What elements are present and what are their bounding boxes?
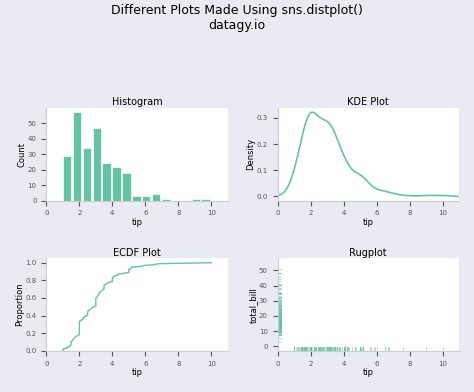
- Bar: [73, 113, 81, 201]
- Bar: [122, 173, 131, 201]
- Bar: [92, 128, 101, 201]
- Bar: [102, 163, 111, 201]
- X-axis label: tip: tip: [363, 218, 374, 227]
- Y-axis label: total_bill: total_bill: [248, 287, 257, 323]
- Title: Rugplot: Rugplot: [349, 247, 387, 258]
- Bar: [191, 199, 200, 201]
- Bar: [82, 148, 91, 201]
- Bar: [152, 194, 160, 201]
- Y-axis label: Count: Count: [17, 142, 26, 167]
- X-axis label: tip: tip: [132, 218, 143, 227]
- Bar: [142, 196, 150, 201]
- Title: KDE Plot: KDE Plot: [347, 97, 389, 107]
- Bar: [201, 199, 210, 201]
- Y-axis label: Density: Density: [246, 138, 255, 171]
- Text: Different Plots Made Using sns.distplot()
datagy.io: Different Plots Made Using sns.distplot(…: [111, 4, 363, 32]
- X-axis label: tip: tip: [363, 368, 374, 377]
- Bar: [162, 199, 170, 201]
- Title: Histogram: Histogram: [112, 97, 163, 107]
- Bar: [132, 196, 141, 201]
- Bar: [63, 156, 71, 201]
- Y-axis label: Proportion: Proportion: [15, 283, 24, 327]
- X-axis label: tip: tip: [132, 368, 143, 377]
- Title: ECDF Plot: ECDF Plot: [113, 247, 161, 258]
- Bar: [112, 167, 121, 201]
